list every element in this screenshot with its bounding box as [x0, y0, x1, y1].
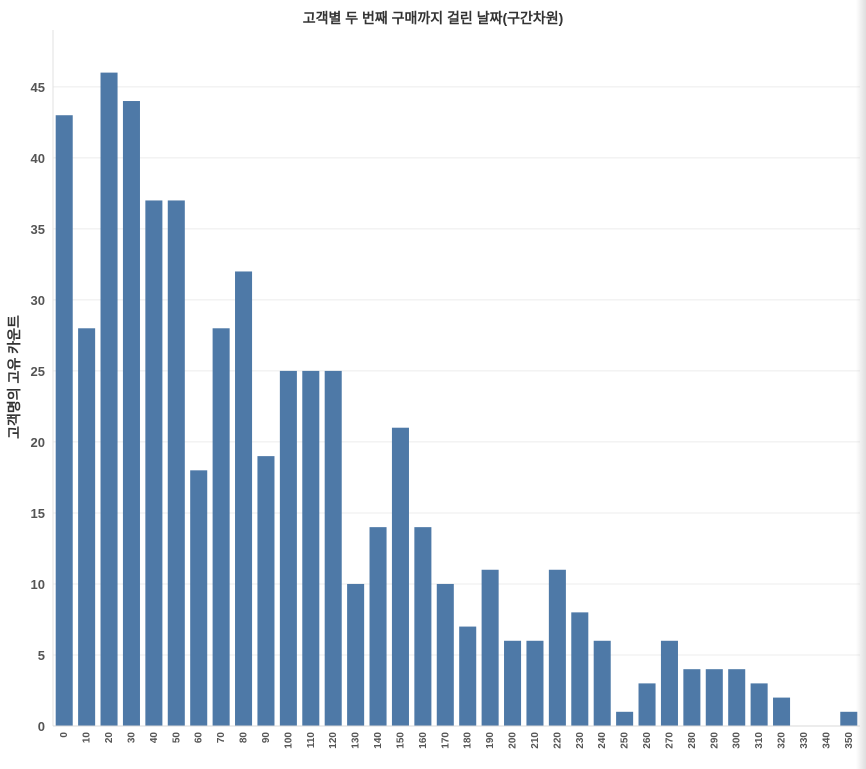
x-tick-label: 320 — [777, 732, 788, 749]
bar — [660, 640, 678, 726]
bar — [436, 583, 454, 726]
x-tick-label: 330 — [799, 732, 810, 749]
x-tick-label: 200 — [508, 732, 519, 749]
x-tick-label: 120 — [328, 732, 339, 749]
bar — [616, 711, 634, 726]
x-tick-label: 210 — [530, 732, 541, 749]
x-tick-label: 270 — [664, 732, 675, 749]
bar — [235, 271, 253, 726]
bar — [548, 569, 566, 726]
x-tick-label: 100 — [283, 732, 294, 749]
x-tick-label: 0 — [59, 732, 70, 738]
x-tick-label: 220 — [552, 732, 563, 749]
x-tick-label: 30 — [126, 732, 137, 744]
bar — [571, 612, 589, 726]
bar — [391, 427, 409, 726]
x-tick-label: 150 — [395, 732, 406, 749]
y-tick-label: 45 — [31, 80, 45, 95]
bar — [347, 583, 365, 726]
x-tick-label: 80 — [239, 732, 250, 744]
bar — [773, 697, 791, 726]
bar — [145, 200, 163, 726]
x-tick-label: 110 — [306, 732, 317, 749]
x-tick-label: 250 — [620, 732, 631, 749]
x-tick-label: 190 — [485, 732, 496, 749]
x-tick-label: 50 — [171, 732, 182, 744]
x-tick-label: 350 — [844, 732, 855, 749]
x-tick-label: 230 — [575, 732, 586, 749]
x-tick-label: 340 — [821, 732, 832, 749]
y-tick-label: 35 — [31, 222, 45, 237]
bar — [593, 640, 611, 726]
bar — [750, 683, 768, 726]
bar — [167, 200, 185, 726]
bar — [638, 683, 656, 726]
bar — [705, 669, 723, 726]
bar — [840, 711, 858, 726]
bar — [257, 456, 275, 726]
x-tick-label: 290 — [709, 732, 720, 749]
x-tick-label: 130 — [351, 732, 362, 749]
bar — [324, 370, 342, 726]
x-tick-label: 140 — [373, 732, 384, 749]
bar — [122, 101, 140, 727]
x-tick-label: 10 — [82, 732, 93, 744]
bar — [683, 669, 701, 726]
bar — [302, 370, 320, 726]
bar — [78, 328, 96, 726]
x-tick-label: 20 — [104, 732, 115, 744]
y-tick-label: 10 — [31, 577, 45, 592]
y-tick-label: 0 — [38, 719, 45, 734]
bar — [279, 370, 297, 726]
bar — [212, 328, 230, 726]
bar — [481, 569, 499, 726]
bar — [369, 527, 387, 726]
bar — [504, 640, 522, 726]
x-tick-label: 260 — [642, 732, 653, 749]
bar — [728, 669, 746, 726]
x-tick-label: 240 — [597, 732, 608, 749]
x-tick-label: 160 — [418, 732, 429, 749]
y-tick-label: 20 — [31, 435, 45, 450]
x-tick-label: 40 — [149, 732, 160, 744]
y-tick-label: 30 — [31, 293, 45, 308]
x-tick-label: 70 — [216, 732, 227, 744]
x-tick-label: 280 — [687, 732, 698, 749]
x-tick-label: 180 — [463, 732, 474, 749]
x-tick-label: 90 — [261, 732, 272, 744]
bar — [459, 626, 477, 726]
x-tick-label: 310 — [754, 732, 765, 749]
bar — [190, 470, 208, 726]
y-tick-label: 5 — [38, 648, 45, 663]
x-tick-label: 300 — [732, 732, 743, 749]
y-tick-label: 15 — [31, 506, 45, 521]
y-tick-label: 40 — [31, 151, 45, 166]
bar — [414, 527, 432, 726]
bar — [526, 640, 544, 726]
bar — [100, 72, 118, 726]
x-tick-label: 170 — [440, 732, 451, 749]
bar — [55, 115, 73, 726]
chart-title: 고객별 두 번째 구매까지 걸린 날짜(구간차원) — [302, 10, 564, 26]
x-tick-label: 60 — [194, 732, 205, 744]
right-edge-shadow — [856, 0, 866, 769]
y-tick-label: 25 — [31, 364, 45, 379]
